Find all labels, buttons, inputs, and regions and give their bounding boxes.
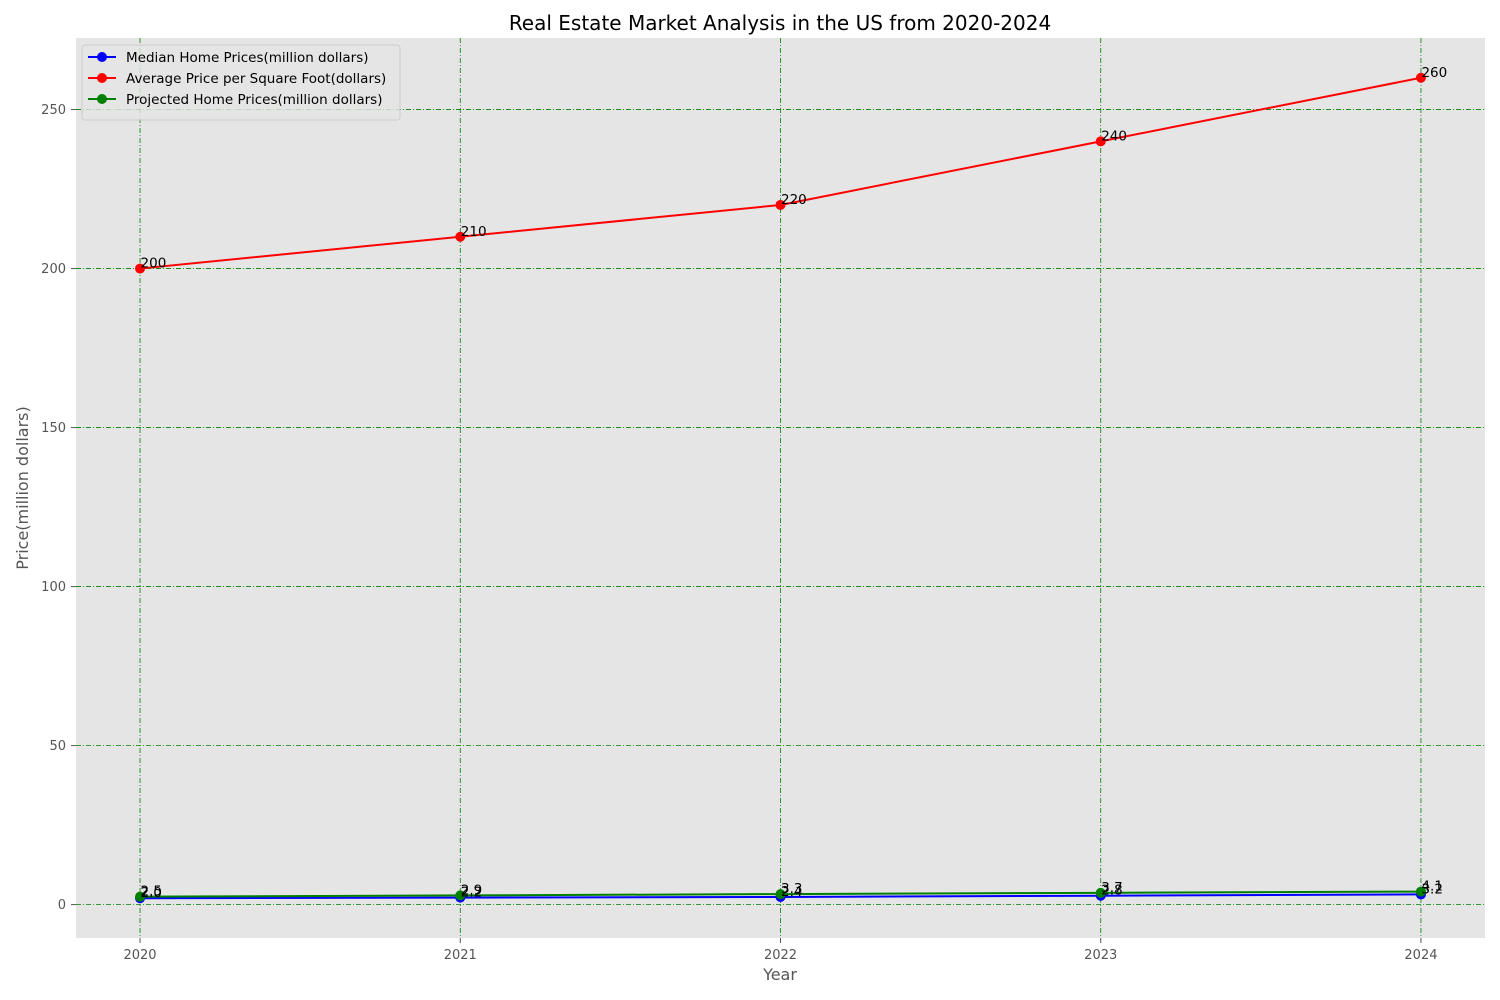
data-label: 260 <box>1421 65 1447 81</box>
legend-marker-3 <box>97 94 107 104</box>
data-label: 3.7 <box>1101 880 1122 896</box>
legend-label-1: Median Home Prices(million dollars) <box>126 50 369 66</box>
x-tick-label: 2020 <box>123 948 156 963</box>
y-tick-label: 0 <box>58 898 66 913</box>
y-axis-title: Price(million dollars) <box>13 406 32 569</box>
y-tick-label: 150 <box>41 421 66 436</box>
data-label: 4.1 <box>1421 879 1442 895</box>
legend-label-3: Projected Home Prices(million dollars) <box>126 92 382 108</box>
data-label: 3.3 <box>781 881 802 897</box>
data-label: 210 <box>461 224 487 240</box>
data-label: 2.9 <box>461 882 482 898</box>
data-label: 240 <box>1101 128 1127 144</box>
x-tick-label: 2022 <box>764 948 797 963</box>
x-tick-label: 2023 <box>1084 948 1117 963</box>
legend-marker-2 <box>97 73 107 83</box>
y-tick-label: 250 <box>41 103 66 118</box>
legend-label-2: Average Price per Square Foot(dollars) <box>126 71 386 87</box>
data-label: 220 <box>781 192 807 208</box>
x-axis-title: Year <box>762 965 797 984</box>
legend: Median Home Prices(million dollars) Avera… <box>82 45 400 120</box>
data-label: 2.5 <box>141 884 162 900</box>
y-tick-label: 200 <box>41 262 66 277</box>
x-tick-label: 2024 <box>1404 948 1437 963</box>
data-label: 200 <box>141 256 167 272</box>
y-tick-label: 100 <box>41 580 66 595</box>
legend-marker-1 <box>97 52 107 62</box>
x-tick-label: 2021 <box>444 948 477 963</box>
y-tick-label: 50 <box>49 739 66 754</box>
chart-title: Real Estate Market Analysis in the US fr… <box>509 11 1051 35</box>
